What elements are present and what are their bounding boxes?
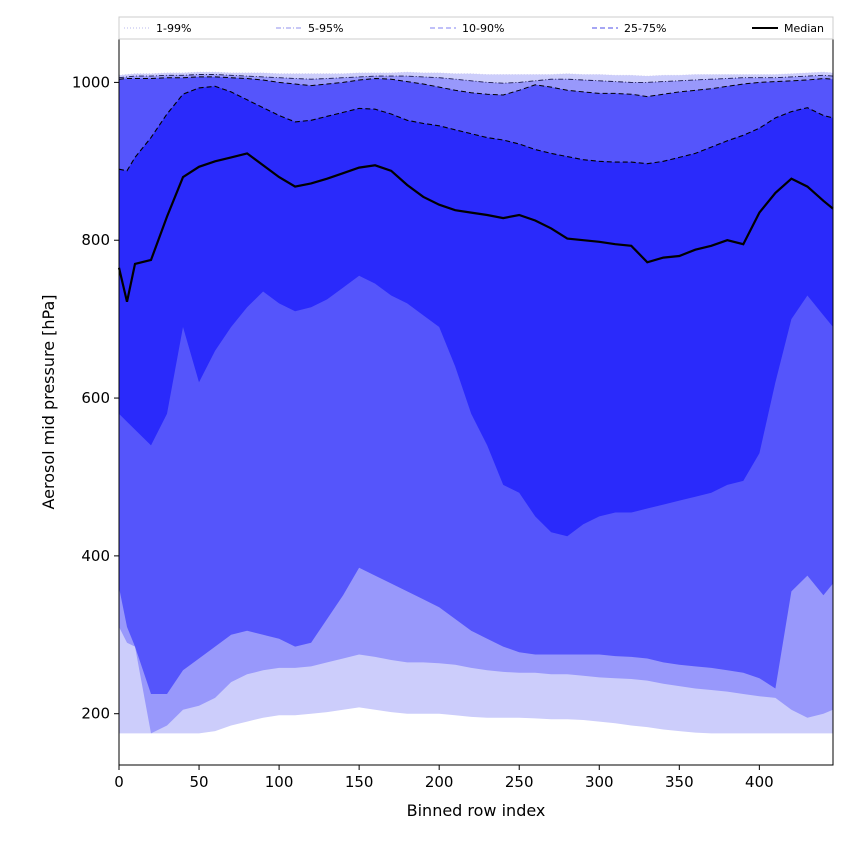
x-tick-label: 150 xyxy=(345,773,374,791)
line-75 xyxy=(118,85,834,172)
y-tick-label: 800 xyxy=(81,231,110,249)
x-tick-label: 200 xyxy=(425,773,454,791)
legend-label: 25-75% xyxy=(624,22,666,35)
y-tick-label: 1000 xyxy=(72,73,110,91)
percentile-lines xyxy=(117,71,834,303)
x-axis-label: Binned row index xyxy=(407,801,546,820)
x-tick-label: 250 xyxy=(505,773,534,791)
legend-label: Median xyxy=(784,22,824,35)
x-axis: 0 50 100 150 200 250 300 350 400 xyxy=(114,765,774,791)
x-tick-label: 300 xyxy=(585,773,614,791)
line-95 xyxy=(118,74,834,84)
y-tick-label: 200 xyxy=(81,705,110,723)
legend: 1-99% 5-95% 10-90% 25-75% Median xyxy=(118,16,834,40)
legend-label: 10-90% xyxy=(462,22,504,35)
legend-label: 1-99% xyxy=(156,22,191,35)
legend-frame xyxy=(118,16,834,40)
line-90 xyxy=(118,76,834,98)
x-tick-label: 50 xyxy=(189,773,208,791)
y-axis-label: Aerosol mid pressure [hPa] xyxy=(39,294,58,509)
x-tick-label: 400 xyxy=(745,773,774,791)
y-tick-label: 600 xyxy=(81,389,110,407)
y-tick-label: 400 xyxy=(81,547,110,565)
legend-label: 5-95% xyxy=(308,22,343,35)
band-25-75 xyxy=(119,86,833,537)
x-tick-label: 100 xyxy=(265,773,294,791)
x-tick-label: 350 xyxy=(665,773,694,791)
y-axis: 200 400 600 800 1000 xyxy=(72,73,119,723)
x-tick-label: 0 xyxy=(114,773,124,791)
percentile-bands xyxy=(119,72,833,734)
median-line xyxy=(117,152,834,303)
